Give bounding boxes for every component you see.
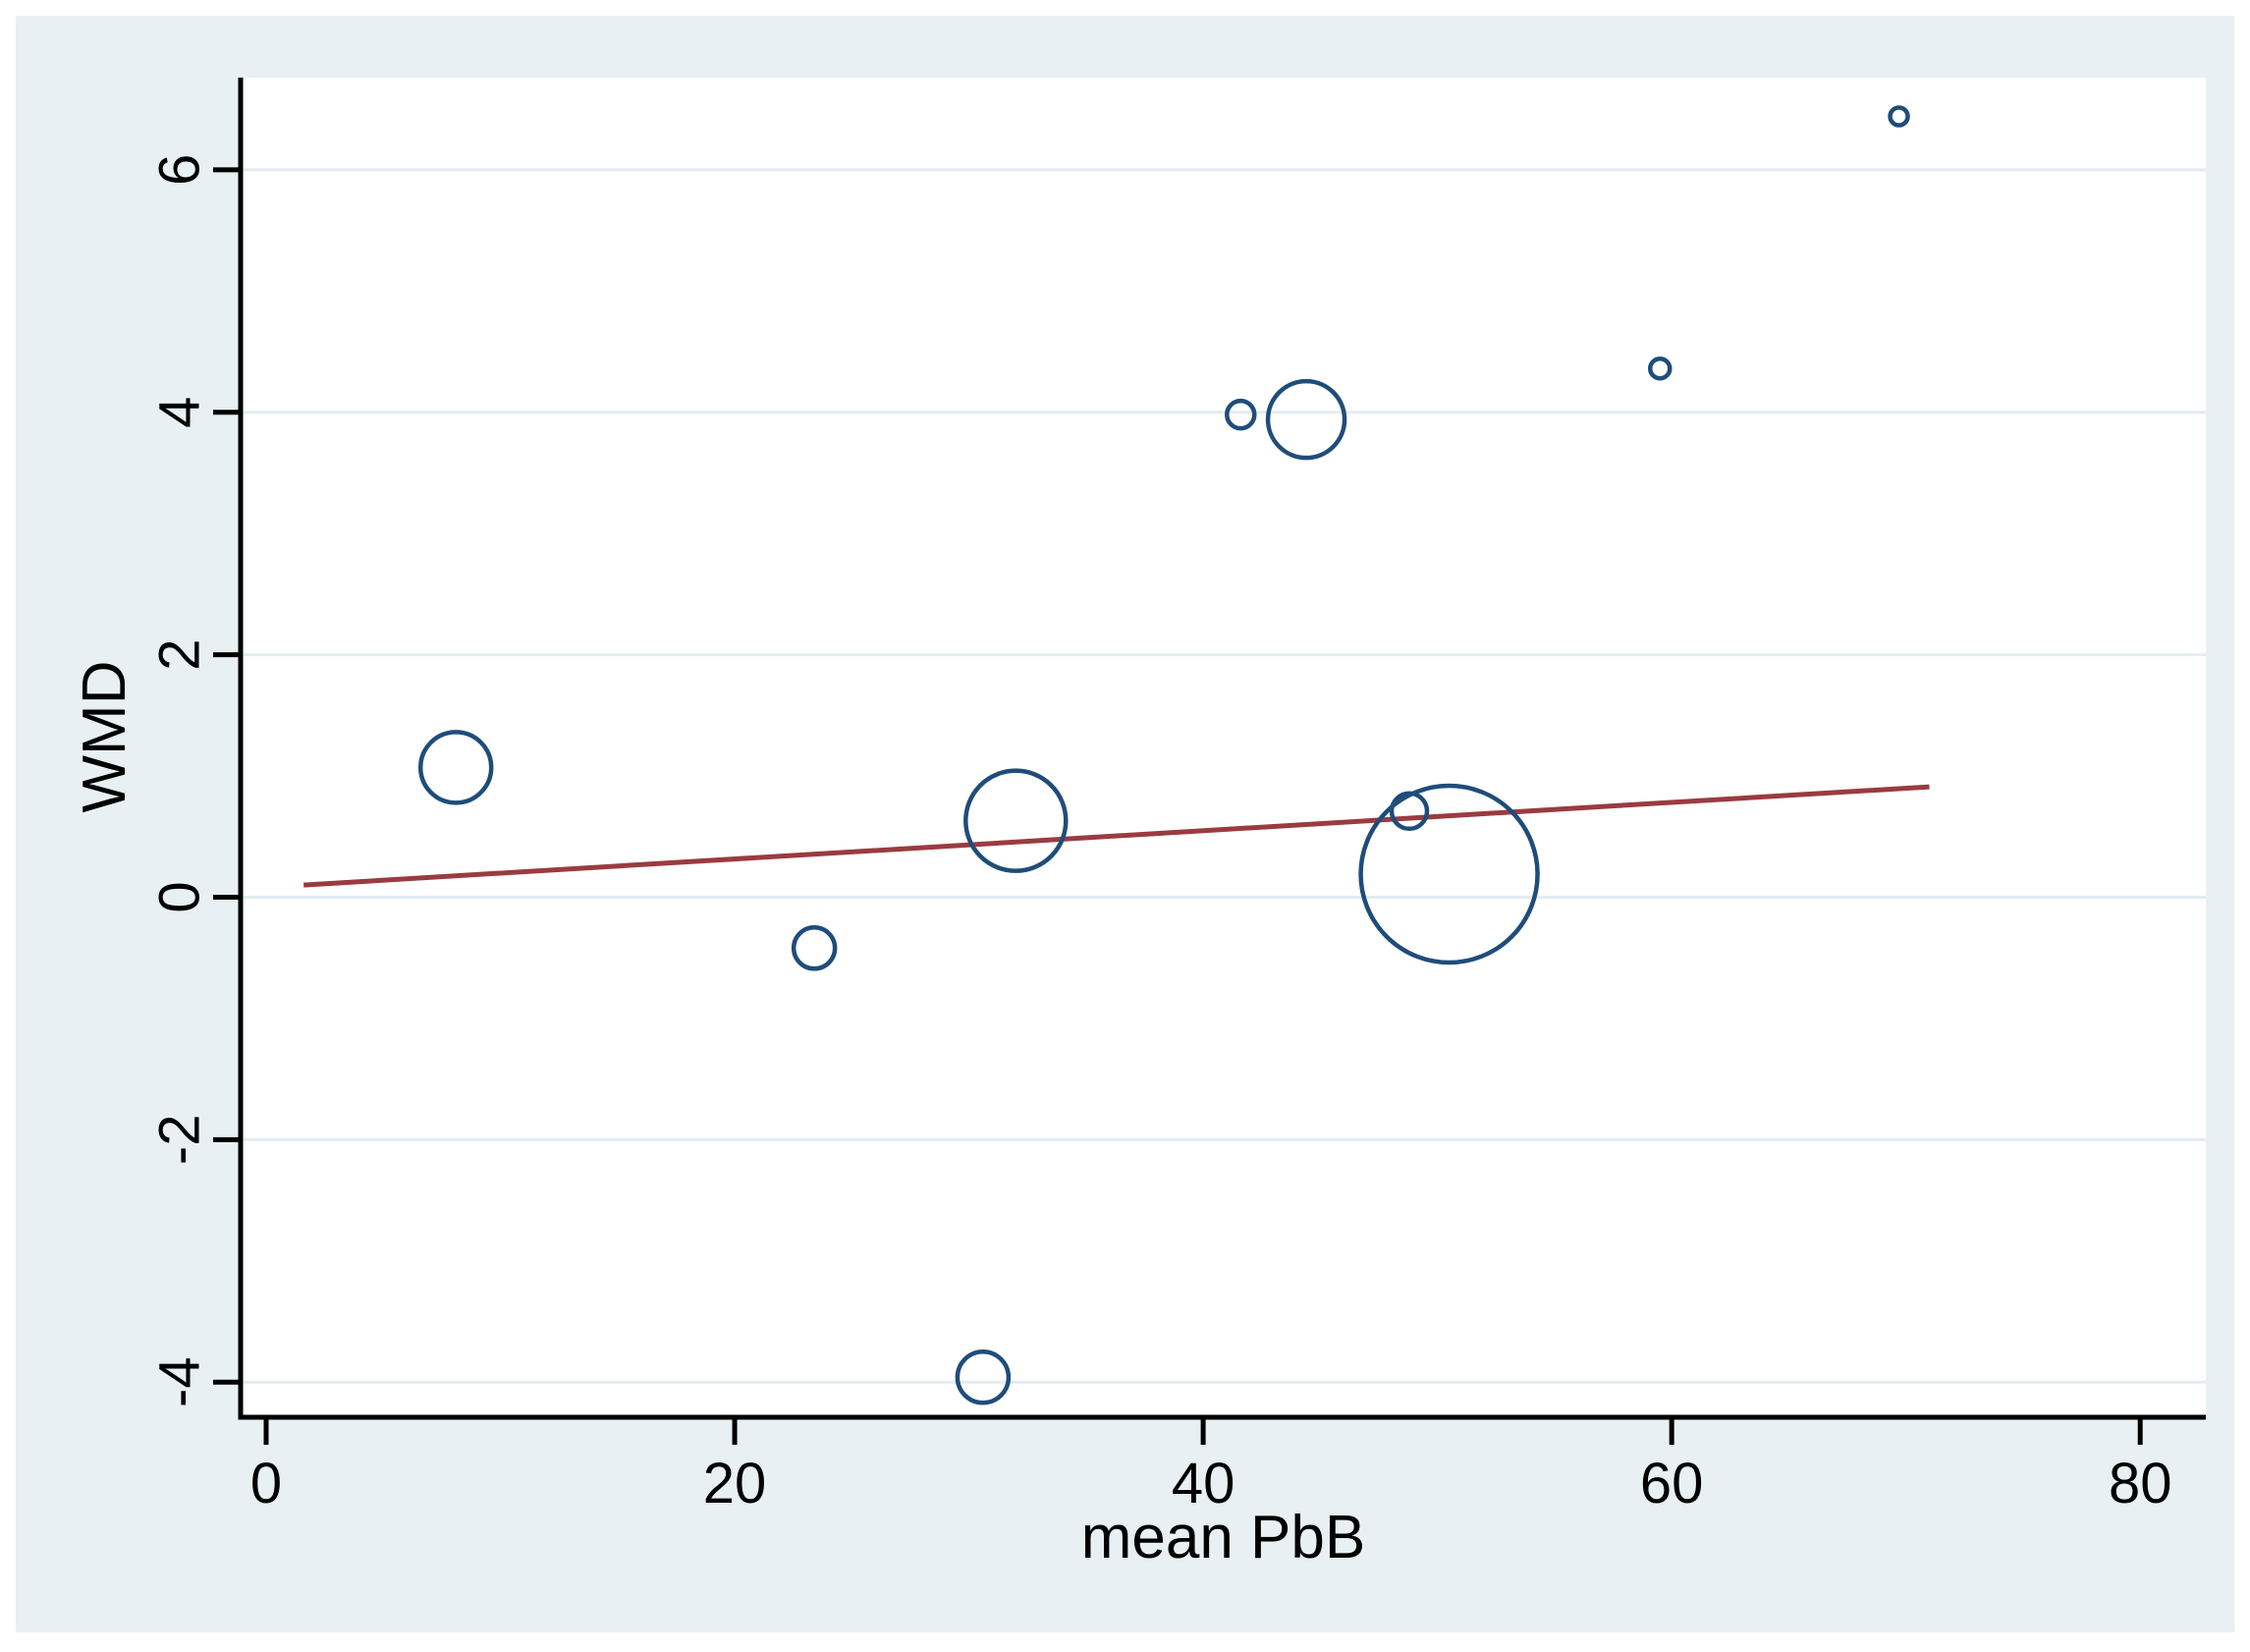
bubble-point bbox=[1225, 398, 1257, 431]
plot-region bbox=[241, 78, 2206, 1417]
x-tick-label: 0 bbox=[250, 1452, 282, 1515]
bubble-point bbox=[1647, 357, 1673, 381]
bubble-point bbox=[963, 768, 1069, 873]
bubble-point bbox=[1888, 105, 1910, 128]
y-axis-title: WMD bbox=[71, 660, 138, 813]
bubble-point bbox=[1358, 783, 1540, 965]
y-tick-label: -4 bbox=[148, 1356, 212, 1407]
bubble-point bbox=[417, 730, 494, 805]
bubble-point bbox=[791, 925, 838, 971]
x-tick-label: 40 bbox=[1172, 1452, 1235, 1515]
y-tick-label: 4 bbox=[148, 397, 212, 428]
y-tick-label: 0 bbox=[148, 881, 212, 912]
bubble-point bbox=[955, 1349, 1012, 1405]
y-tick-label: 6 bbox=[148, 154, 212, 186]
bubble-point bbox=[1265, 378, 1347, 461]
y-tick-label: -2 bbox=[148, 1115, 212, 1166]
x-axis-title: mean PbB bbox=[1080, 1504, 1366, 1571]
x-tick-label: 80 bbox=[2109, 1452, 2172, 1515]
y-tick-label: 2 bbox=[148, 638, 212, 670]
x-tick-label: 60 bbox=[1640, 1452, 1704, 1515]
bubble-point bbox=[1389, 791, 1430, 832]
regression-line bbox=[303, 784, 1930, 888]
x-tick-label: 20 bbox=[703, 1452, 767, 1515]
